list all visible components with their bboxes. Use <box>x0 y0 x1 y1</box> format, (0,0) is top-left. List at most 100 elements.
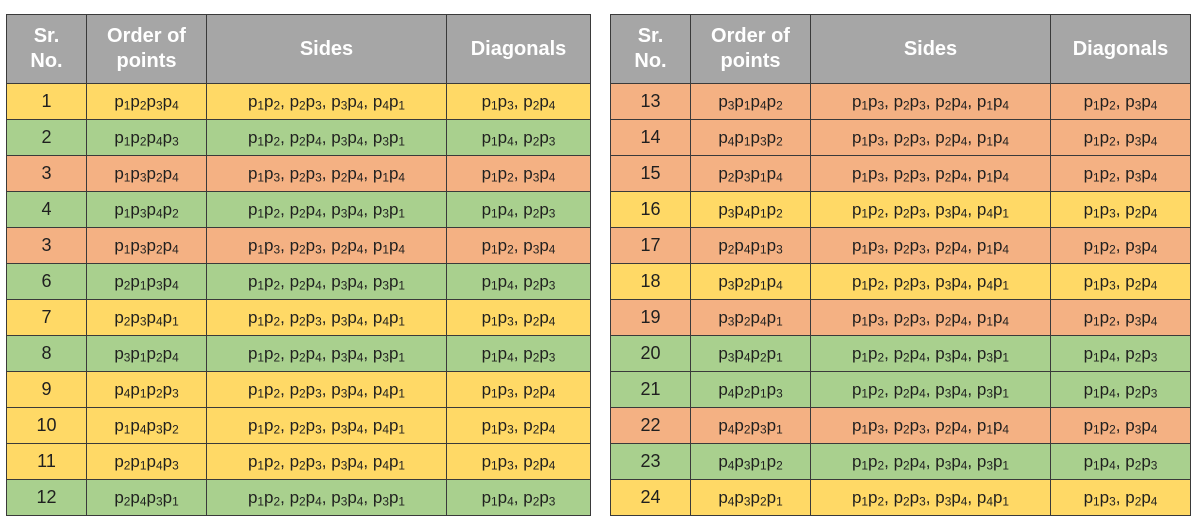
order-cell: p4p1p2p3 <box>86 371 207 408</box>
table-row: 8 p3p1p2p4 p1p2, p2p4, p3p4, p3p1 p1p4, p2p… <box>6 335 591 372</box>
order-cell: p4p2p3p1 <box>690 407 811 444</box>
sides-cell: p1p2, p2p3, p3p4, p4p1 <box>810 479 1051 516</box>
sides-cell: p1p2, p2p4, p3p4, p3p1 <box>810 443 1051 480</box>
sr-no-cell: 19 <box>610 299 691 336</box>
header-sr-no: Sr. No. <box>6 14 87 84</box>
sides-cell: p1p3, p2p3, p2p4, p1p4 <box>810 407 1051 444</box>
table-row: 10 p1p4p3p2 p1p2, p2p3, p3p4, p4p1 p1p3, p2… <box>6 407 591 444</box>
sides-cell: p1p2, p2p4, p3p4, p3p1 <box>206 479 447 516</box>
diagonals-cell: p1p4, p2p3 <box>446 479 591 516</box>
table-row: 1 p1p2p3p4 p1p2, p2p3, p3p4, p4p1 p1p3, p2p… <box>6 83 591 120</box>
diagonals-cell: p1p4, p2p3 <box>446 335 591 372</box>
order-cell: p2p3p1p4 <box>690 155 811 192</box>
table-row: 17 p2p4p1p3 p1p3, p2p3, p2p4, p1p4 p1p2, p3… <box>610 227 1191 264</box>
sides-cell: p1p2, p2p4, p3p4, p3p1 <box>206 191 447 228</box>
sides-cell: p1p2, p2p3, p3p4, p4p1 <box>810 191 1051 228</box>
diagonals-cell: p1p4, p2p3 <box>446 119 591 156</box>
order-cell: p4p1p3p2 <box>690 119 811 156</box>
sides-cell: p1p3, p2p3, p2p4, p1p4 <box>810 227 1051 264</box>
diagonals-cell: p1p2, p3p4 <box>1050 119 1191 156</box>
sides-cell: p1p3, p2p3, p2p4, p1p4 <box>810 119 1051 156</box>
diagonals-cell: p1p3, p2p4 <box>446 299 591 336</box>
sides-cell: p1p3, p2p3, p2p4, p1p4 <box>206 227 447 264</box>
sr-no-cell: 15 <box>610 155 691 192</box>
combinations-table-right: Sr. No. Order of points Sides Diagonals 13… <box>610 14 1191 516</box>
diagonals-cell: p1p2, p3p4 <box>1050 83 1191 120</box>
order-cell: p2p4p3p1 <box>86 479 207 516</box>
order-cell: p2p1p4p3 <box>86 443 207 480</box>
sides-cell: p1p2, p2p4, p3p4, p3p1 <box>206 119 447 156</box>
table-row: 4 p1p3p4p2 p1p2, p2p4, p3p4, p3p1 p1p4, p2p… <box>6 191 591 228</box>
header-sides: Sides <box>206 14 447 84</box>
table-row: 15 p2p3p1p4 p1p3, p2p3, p2p4, p1p4 p1p2, p3… <box>610 155 1191 192</box>
table-row: 2 p1p2p4p3 p1p2, p2p4, p3p4, p3p1 p1p4, p2p… <box>6 119 591 156</box>
table-row: 19 p3p2p4p1 p1p3, p2p3, p2p4, p1p4 p1p2, p3… <box>610 299 1191 336</box>
sr-no-cell: 17 <box>610 227 691 264</box>
diagonals-cell: p1p4, p2p3 <box>446 191 591 228</box>
header-order-of-points: Order of points <box>690 14 811 84</box>
header-sr-no: Sr. No. <box>610 14 691 84</box>
sr-no-cell: 10 <box>6 407 87 444</box>
diagonals-cell: p1p3, p2p4 <box>446 407 591 444</box>
header-order-of-points: Order of points <box>86 14 207 84</box>
order-cell: p4p3p2p1 <box>690 479 811 516</box>
sr-no-cell: 11 <box>6 443 87 480</box>
diagonals-cell: p1p2, p3p4 <box>1050 407 1191 444</box>
order-cell: p1p3p2p4 <box>86 155 207 192</box>
sr-no-cell: 14 <box>610 119 691 156</box>
diagonals-cell: p1p4, p2p3 <box>1050 443 1191 480</box>
header-diagonals: Diagonals <box>1050 14 1191 84</box>
table-row: 14 p4p1p3p2 p1p3, p2p3, p2p4, p1p4 p1p2, p3… <box>610 119 1191 156</box>
sr-no-cell: 20 <box>610 335 691 372</box>
diagonals-cell: p1p3, p2p4 <box>1050 191 1191 228</box>
sides-cell: p1p2, p2p4, p3p4, p3p1 <box>206 335 447 372</box>
sr-no-cell: 23 <box>610 443 691 480</box>
sr-no-cell: 13 <box>610 83 691 120</box>
diagonals-cell: p1p2, p3p4 <box>1050 299 1191 336</box>
order-cell: p3p2p1p4 <box>690 263 811 300</box>
sides-cell: p1p2, p2p3, p3p4, p4p1 <box>810 263 1051 300</box>
table-row: 18 p3p2p1p4 p1p2, p2p3, p3p4, p4p1 p1p3, p2… <box>610 263 1191 300</box>
diagonals-cell: p1p3, p2p4 <box>446 83 591 120</box>
diagonals-cell: p1p4, p2p3 <box>1050 371 1191 408</box>
sides-cell: p1p2, p2p3, p3p4, p4p1 <box>206 407 447 444</box>
table-row: 23 p4p3p1p2 p1p2, p2p4, p3p4, p3p1 p1p4, p2… <box>610 443 1191 480</box>
table-row: 16 p3p4p1p2 p1p2, p2p3, p3p4, p4p1 p1p3, p2… <box>610 191 1191 228</box>
order-cell: p1p2p3p4 <box>86 83 207 120</box>
sides-cell: p1p3, p2p3, p2p4, p1p4 <box>810 83 1051 120</box>
sr-no-cell: 3 <box>6 227 87 264</box>
sr-no-cell: 16 <box>610 191 691 228</box>
table-row: 20 p3p4p2p1 p1p2, p2p4, p3p4, p3p1 p1p4, p2… <box>610 335 1191 372</box>
header-diagonals: Diagonals <box>446 14 591 84</box>
sr-no-cell: 1 <box>6 83 87 120</box>
order-cell: p2p1p3p4 <box>86 263 207 300</box>
table-row: 24 p4p3p2p1 p1p2, p2p3, p3p4, p4p1 p1p3, p2… <box>610 479 1191 516</box>
table-row: 12 p2p4p3p1 p1p2, p2p4, p3p4, p3p1 p1p4, p2… <box>6 479 591 516</box>
table-row: 3 p1p3p2p4 p1p3, p2p3, p2p4, p1p4 p1p2, p3p… <box>6 155 591 192</box>
sr-no-cell: 6 <box>6 263 87 300</box>
sides-cell: p1p3, p2p3, p2p4, p1p4 <box>206 155 447 192</box>
table-row: 21 p4p2p1p3 p1p2, p2p4, p3p4, p3p1 p1p4, p2… <box>610 371 1191 408</box>
table-row: 3 p1p3p2p4 p1p3, p2p3, p2p4, p1p4 p1p2, p3p… <box>6 227 591 264</box>
order-cell: p3p1p2p4 <box>86 335 207 372</box>
sr-no-cell: 9 <box>6 371 87 408</box>
diagonals-cell: p1p3, p2p4 <box>1050 479 1191 516</box>
sr-no-cell: 3 <box>6 155 87 192</box>
order-cell: p1p3p4p2 <box>86 191 207 228</box>
sides-cell: p1p3, p2p3, p2p4, p1p4 <box>810 155 1051 192</box>
order-cell: p1p2p4p3 <box>86 119 207 156</box>
diagonals-cell: p1p3, p2p4 <box>446 371 591 408</box>
order-cell: p1p4p3p2 <box>86 407 207 444</box>
order-cell: p4p2p1p3 <box>690 371 811 408</box>
diagonals-cell: p1p3, p2p4 <box>446 443 591 480</box>
sides-cell: p1p3, p2p3, p2p4, p1p4 <box>810 299 1051 336</box>
sr-no-cell: 24 <box>610 479 691 516</box>
sides-cell: p1p2, p2p3, p3p4, p4p1 <box>206 83 447 120</box>
order-cell: p3p2p4p1 <box>690 299 811 336</box>
sr-no-cell: 7 <box>6 299 87 336</box>
sides-cell: p1p2, p2p4, p3p4, p3p1 <box>810 371 1051 408</box>
diagonals-cell: p1p3, p2p4 <box>1050 263 1191 300</box>
header-row: Sr. No. Order of points Sides Diagonals <box>6 14 591 84</box>
sides-cell: p1p2, p2p4, p3p4, p3p1 <box>810 335 1051 372</box>
